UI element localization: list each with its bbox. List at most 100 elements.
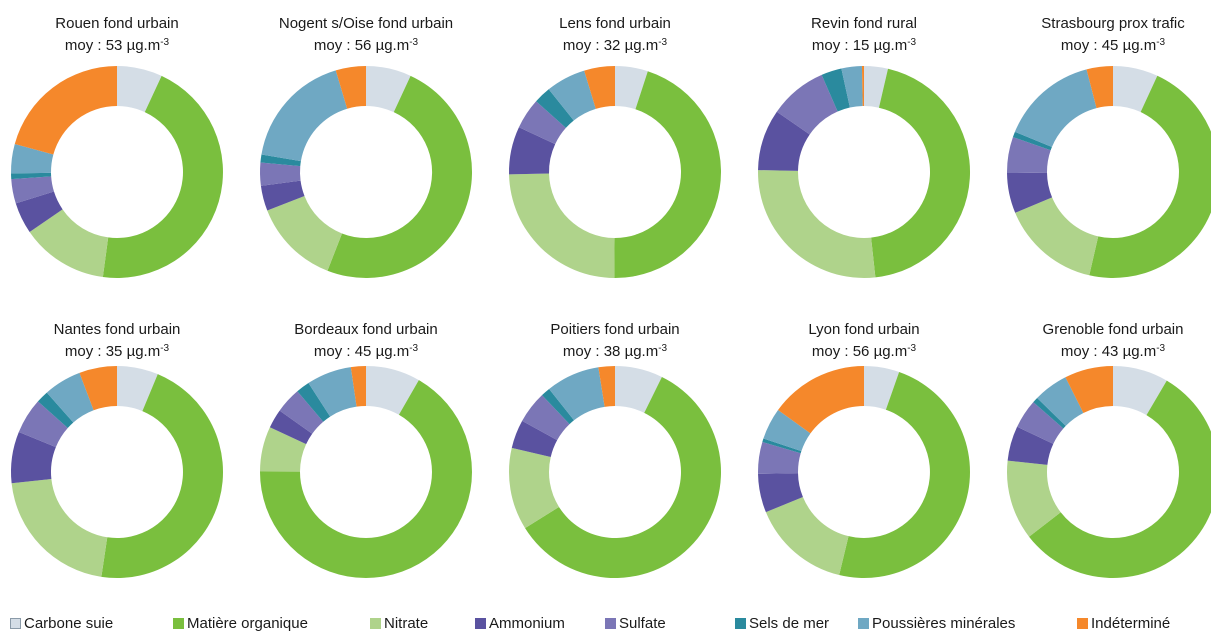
unit-exponent: -3: [907, 37, 916, 48]
legend-item: Sulfate: [605, 615, 666, 632]
donut-chart: Bordeaux fond urbain moy : 45 µg.m-3: [259, 321, 472, 578]
mean-value-text: moy : 32 µg.m: [563, 37, 658, 54]
legend-swatch: [370, 618, 381, 629]
legend-item: Ammonium: [475, 615, 565, 632]
unit-exponent: -3: [1156, 37, 1165, 48]
donut-slice-ammonium: [509, 127, 556, 175]
donut-slice-indetermine: [14, 66, 117, 155]
donut-slice-ammonium: [15, 191, 63, 232]
donut-slice-poussieres-minerales: [549, 367, 605, 421]
chart-mean-label: moy : 45 µg.m-3: [1061, 37, 1166, 55]
donut-slice-ammonium: [1007, 172, 1053, 213]
donut-slice-ammonium: [758, 473, 803, 513]
chart-mean-label: moy : 53 µg.m-3: [65, 37, 170, 55]
chart-title: Revin fond rural: [811, 15, 917, 32]
mean-value-text: moy : 56 µg.m: [314, 37, 409, 54]
legend-swatch: [858, 618, 869, 629]
donut-chart: Poitiers fond urbain moy : 38 µg.m-3: [508, 321, 722, 579]
legend-swatch: [1077, 618, 1088, 629]
donut-slice-poussieres-minerales: [46, 372, 94, 423]
donut-slice-sels-de-mer: [821, 68, 850, 112]
donut-slice-nitrate: [260, 427, 307, 472]
donut-slice-indetermine: [598, 366, 615, 407]
donut-slice-matiere-organique: [1029, 380, 1211, 578]
mean-value-text: moy : 53 µg.m: [65, 37, 160, 54]
donut-slice-ammonium: [269, 410, 313, 445]
chart-mean-label: moy : 32 µg.m-3: [563, 37, 668, 55]
mean-value-text: moy : 45 µg.m: [1061, 37, 1156, 54]
chart-title: Poitiers fond urbain: [550, 321, 679, 338]
chart-title: Grenoble fond urbain: [1043, 321, 1184, 338]
donut-slice-carbone-suie: [1113, 366, 1167, 416]
legend-swatch: [735, 618, 746, 629]
donut-slice-sels-de-mer: [37, 392, 74, 429]
chart-title: Bordeaux fond urbain: [294, 321, 437, 338]
donut-slice-sulfate: [18, 401, 68, 448]
donut-slice-sels-de-mer: [762, 438, 802, 454]
donut-slice-sels-de-mer: [536, 89, 574, 128]
donut-slice-matiere-organique: [525, 376, 722, 579]
legend-item: Poussières minérales: [858, 615, 1015, 632]
unit-exponent: -3: [658, 37, 667, 48]
unit-exponent: -3: [160, 343, 169, 354]
mean-value-text: moy : 43 µg.m: [1061, 343, 1156, 360]
legend-label: Indéterminé: [1091, 615, 1171, 632]
legend-label: Sulfate: [619, 615, 666, 632]
donut-slice-poussieres-minerales: [548, 70, 596, 121]
donut-slice-indetermine: [350, 366, 366, 407]
donut-slice-sulfate: [1017, 402, 1064, 444]
donut-slice-sels-de-mer: [11, 172, 52, 180]
donut-slice-carbone-suie: [615, 66, 648, 110]
donut-slice-poussieres-minerales: [261, 70, 348, 162]
legend-label: Carbone suie: [24, 615, 114, 632]
unit-exponent: -3: [409, 37, 418, 48]
chart-mean-label: moy : 56 µg.m-3: [314, 37, 419, 55]
unit-exponent: -3: [1156, 343, 1165, 354]
chart-title: Lens fond urbain: [559, 15, 671, 32]
donut-slice-poussieres-minerales: [1014, 69, 1097, 147]
donut-slice-carbone-suie: [1113, 66, 1158, 113]
donut-chart: Lens fond urbain moy : 32 µg.m-3: [509, 15, 722, 279]
donut-slice-sels-de-mer: [1012, 131, 1052, 151]
legend: Carbone suie Matière organique Nitrate Ammo…: [0, 615, 1211, 633]
mean-value-text: moy : 45 µg.m: [314, 343, 409, 360]
donut-slice-sels-de-mer: [260, 154, 301, 167]
donut-slice-sulfate: [11, 176, 54, 204]
donut-slice-indetermine: [861, 66, 864, 107]
donut-chart: Grenoble fond urbain moy : 43 µg.m-3: [1007, 321, 1211, 578]
legend-item: Matière organique: [173, 615, 308, 632]
donut-chart: Revin fond rural moy : 15 µg.m-3: [758, 15, 971, 279]
donut-slice-sels-de-mer: [297, 383, 331, 422]
donut-slice-ammonium: [1007, 426, 1054, 465]
unit-exponent: -3: [907, 343, 916, 354]
donut-slice-nitrate: [509, 173, 615, 278]
mean-value-text: moy : 15 µg.m: [812, 37, 907, 54]
donut-slice-matiere-organique: [614, 71, 722, 279]
donut-slice-sulfate: [522, 395, 570, 441]
legend-swatch: [10, 618, 21, 629]
donut-slice-matiere-organique: [1089, 75, 1211, 278]
donut-slice-matiere-organique: [327, 75, 473, 279]
donut-slice-poussieres-minerales: [1037, 377, 1084, 426]
chart-title: Rouen fond urbain: [55, 15, 178, 32]
donut-slice-nitrate: [1007, 460, 1061, 537]
unit-exponent: -3: [409, 343, 418, 354]
donut-slice-indetermine: [584, 66, 615, 109]
unit-exponent: -3: [658, 343, 667, 354]
donut-slice-nitrate: [758, 170, 876, 279]
donut-slice-indetermine: [1086, 66, 1113, 109]
legend-label: Sels de mer: [749, 615, 830, 632]
chart-mean-label: moy : 56 µg.m-3: [812, 343, 917, 361]
legend-item: Sels de mer: [735, 615, 829, 632]
donut-slice-poussieres-minerales: [763, 409, 811, 452]
donut-slice-poussieres-minerales: [841, 66, 863, 108]
donut-slice-nitrate: [267, 195, 343, 271]
chart-mean-label: moy : 38 µg.m-3: [563, 343, 668, 361]
donut-slice-indetermine: [79, 366, 117, 411]
donut-slice-poussieres-minerales: [11, 144, 54, 174]
donut-chart: Nantes fond urbain moy : 35 µg.m-3: [11, 321, 224, 579]
legend-label: Nitrate: [384, 615, 429, 632]
donut-slice-nitrate: [765, 497, 849, 576]
donut-slice-carbone-suie: [117, 366, 158, 412]
